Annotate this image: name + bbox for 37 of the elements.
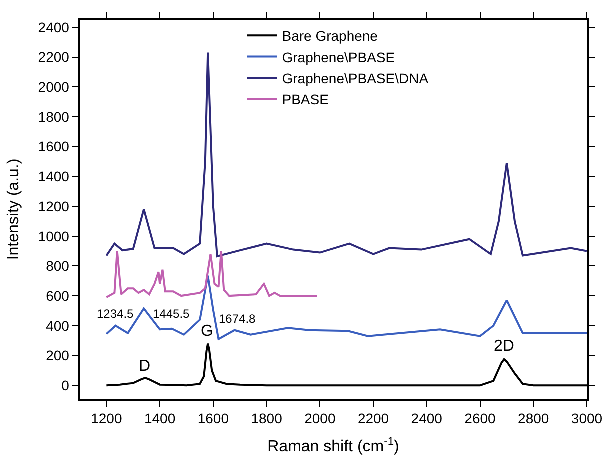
annotation: 1234.5 — [97, 307, 134, 321]
y-tick-label: 0 — [62, 377, 70, 394]
y-tick-label: 1800 — [38, 108, 70, 125]
annotation: 2D — [494, 338, 514, 355]
y-tick-label: 2400 — [38, 19, 70, 36]
y-tick-label: 200 — [46, 348, 70, 364]
legend-label: Graphene\PBASE — [282, 49, 396, 66]
line-series — [106, 52, 587, 258]
annotation: 1445.5 — [153, 307, 190, 321]
x-tick-label: 3000 — [571, 410, 603, 427]
x-tick-label: 2800 — [518, 410, 550, 427]
x-tick-label: 1600 — [198, 410, 230, 427]
x-tick-label: 2200 — [358, 410, 390, 427]
annotation: D — [139, 358, 151, 375]
annotation: 1674.8 — [219, 312, 256, 326]
x-tick-label: 2600 — [464, 410, 496, 427]
y-tick-label: 1000 — [38, 228, 70, 244]
x-tick-label: 1800 — [251, 410, 283, 427]
x-tick-label: 2000 — [304, 410, 336, 427]
x-tick-label: 1400 — [144, 410, 176, 427]
legend-label: Bare Graphene — [282, 28, 378, 44]
y-tick-label: 1200 — [38, 198, 70, 214]
x-tick-label: 2400 — [411, 410, 443, 427]
annotation: G — [201, 323, 214, 340]
y-tick-label: 800 — [46, 258, 70, 274]
y-tick-label: 400 — [46, 318, 70, 334]
y-tick-label: 1600 — [38, 138, 70, 155]
y-tick-label: 600 — [46, 288, 70, 304]
y-tick-label: 2000 — [38, 79, 70, 96]
y-tick-label: 1400 — [38, 168, 70, 185]
x-axis-title: Raman shift (cm$^{-1}$) — [268, 436, 400, 456]
y-axis-title: Intensity (a.u.) — [6, 158, 23, 260]
legend-label: PBASE — [282, 92, 329, 108]
y-tick-label: 2200 — [38, 49, 70, 66]
x-tick-label: 1200 — [91, 410, 122, 427]
line-series — [106, 250, 318, 299]
legend-label: Graphene\PBASE\DNA — [282, 70, 430, 86]
